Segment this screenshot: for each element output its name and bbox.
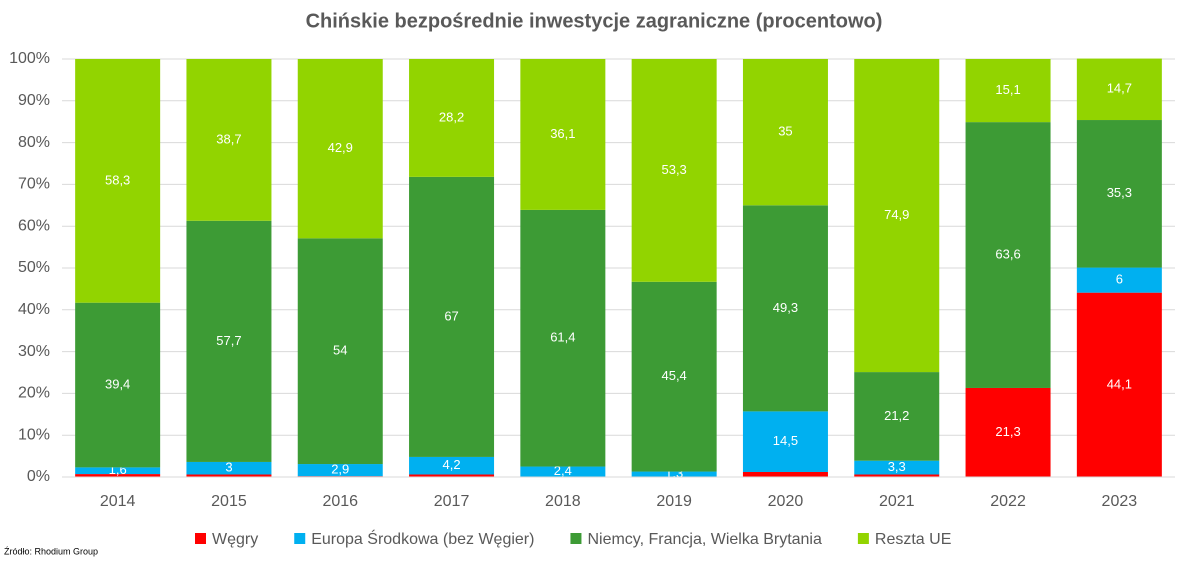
bar-segment (186, 474, 272, 477)
data-label: 14,5 (773, 433, 798, 448)
bar-segment (520, 209, 606, 467)
x-tick-label: 2016 (322, 493, 358, 510)
data-label: 14,7 (1107, 81, 1132, 96)
bar-segment (409, 59, 495, 177)
data-label: 42,9 (328, 140, 353, 155)
bar-segment (854, 474, 940, 477)
bar-segment (297, 238, 383, 465)
data-label: 74,9 (884, 207, 909, 222)
bar-segment (297, 464, 383, 477)
data-label: 15,1 (995, 82, 1020, 97)
bar-segment (965, 59, 1051, 123)
data-label: 35 (778, 124, 792, 139)
bar-segment (186, 220, 272, 462)
data-label: 3 (225, 460, 232, 475)
bar-segment (186, 59, 272, 221)
bar-segment (742, 411, 828, 472)
y-tick-label: 40% (18, 301, 50, 318)
y-tick-label: 10% (18, 426, 50, 443)
data-label: 49,3 (773, 300, 798, 315)
data-label: 63,6 (995, 246, 1020, 261)
data-label: 28,2 (439, 109, 464, 124)
bar-segment (854, 460, 940, 475)
legend-swatch (195, 533, 206, 544)
data-label: 39,4 (105, 376, 130, 391)
bar-segment (75, 59, 161, 303)
data-label: 2,9 (331, 462, 349, 477)
x-tick-label: 2018 (545, 493, 581, 510)
legend-label: Węgry (212, 531, 258, 548)
x-tick-label: 2021 (879, 493, 915, 510)
legend-swatch (857, 533, 869, 544)
legend-label: Reszta UE (875, 531, 951, 548)
data-label: 21,3 (995, 424, 1020, 439)
bar-segment (742, 59, 828, 206)
bar-segment (854, 59, 940, 373)
legend-label: Niemcy, Francja, Wielka Brytania (587, 531, 822, 548)
data-label: 53,3 (661, 162, 686, 177)
bar-segment (742, 471, 828, 477)
legend-swatch (294, 533, 306, 544)
y-tick-label: 50% (18, 259, 50, 276)
bar-segment (75, 302, 161, 468)
data-label: 2,4 (554, 463, 572, 478)
data-label: 45,4 (661, 368, 686, 383)
data-label: 58,3 (105, 172, 130, 187)
bar-segment (854, 372, 940, 461)
bar-segment (965, 122, 1051, 388)
legend-label: Europa Środkowa (bez Węgier) (311, 529, 534, 548)
legend-swatch (570, 533, 582, 544)
bar-segment (742, 205, 828, 412)
data-label: 36,1 (550, 126, 575, 141)
data-label: 3,3 (888, 459, 906, 474)
x-tick-label: 2014 (100, 493, 136, 510)
bar-segment (520, 466, 606, 477)
y-tick-label: 0% (27, 468, 50, 485)
source: Źródło: Rhodium Group (4, 546, 98, 556)
bar-segment (1076, 58, 1162, 121)
bar-segment (409, 176, 495, 457)
bar-segment (75, 474, 161, 477)
x-tick-label: 2015 (211, 493, 247, 510)
chart-title: Chińskie bezpośrednie inwestycje zagrani… (306, 10, 883, 32)
bar-segment (520, 59, 606, 210)
data-label: 54 (333, 343, 347, 358)
bar-segment (631, 471, 717, 477)
data-label: 67 (444, 308, 458, 323)
x-tick-label: 2017 (434, 493, 470, 510)
data-label: 35,3 (1107, 185, 1132, 200)
data-label: 61,4 (550, 330, 575, 345)
bar-segment (409, 456, 495, 475)
data-label: 6 (1116, 272, 1123, 287)
bar-segment (75, 467, 161, 475)
y-tick-label: 80% (18, 134, 50, 151)
y-tick-label: 70% (18, 176, 50, 193)
bar-segment (1076, 120, 1162, 268)
data-label: 38,7 (216, 131, 241, 146)
y-tick-label: 90% (18, 92, 50, 109)
x-tick-label: 2022 (990, 493, 1026, 510)
bar-segment (1076, 292, 1162, 477)
bar-segment (631, 59, 717, 282)
bar-segment (1076, 267, 1162, 293)
data-label: 4,2 (443, 457, 461, 472)
y-tick-label: 100% (9, 50, 50, 67)
bar-segment (965, 387, 1051, 477)
y-tick-label: 30% (18, 343, 50, 360)
data-label: 57,7 (216, 333, 241, 348)
y-tick-label: 20% (18, 385, 50, 402)
x-tick-label: 2023 (1102, 493, 1138, 510)
bar-segment (631, 281, 717, 472)
y-tick-label: 60% (18, 217, 50, 234)
bar-segment (186, 461, 272, 475)
bar-segment (409, 474, 495, 477)
bar-segment (297, 59, 383, 239)
x-tick-label: 2020 (768, 493, 804, 510)
data-label: 21,2 (884, 408, 909, 423)
x-tick-label: 2019 (656, 493, 692, 510)
data-label: 44,1 (1107, 376, 1132, 391)
